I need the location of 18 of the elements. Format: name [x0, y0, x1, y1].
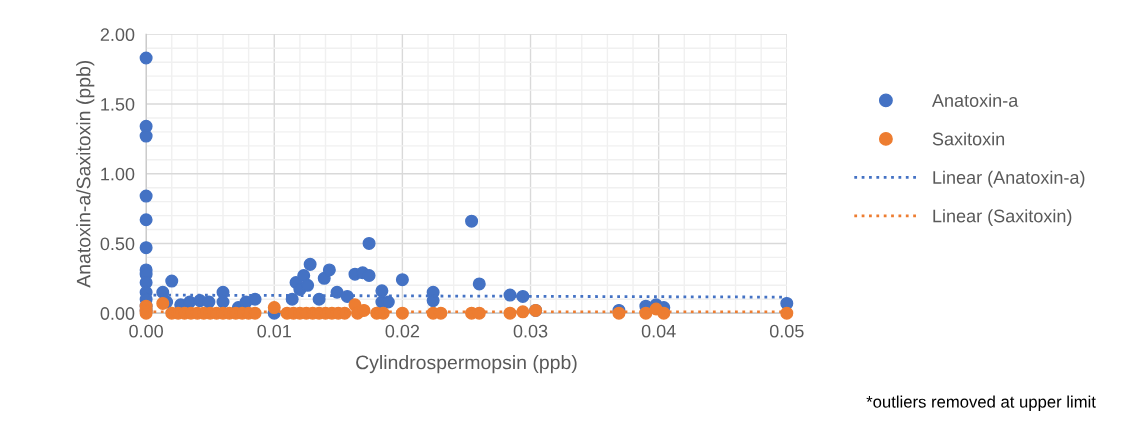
legend-label: Saxitoxin: [932, 132, 1005, 146]
x-tick-label: 0.04: [641, 324, 676, 338]
y-axis-title: Anatoxin-a/Saxitoxin (ppb): [76, 60, 95, 288]
y-tick-label: 1.50: [101, 97, 135, 111]
text: *outliers removed at upper limit: [866, 395, 1096, 412]
x-tick-label: 0.01: [257, 324, 291, 338]
x-axis-title: Cylindrospermopsin (ppb): [356, 355, 577, 374]
x-tick-label: 0.00: [129, 324, 163, 338]
legend-label: Anatoxin-a: [931, 93, 1019, 107]
y-tick-label: 0.00: [100, 307, 135, 320]
x-tick-label: 0.05: [769, 324, 804, 338]
x-tick-label: 0.02: [385, 324, 420, 338]
y-tick-label: 0.50: [100, 237, 135, 251]
y-tick-label: 2.00: [100, 28, 135, 42]
legend-label: Linear (Saxitoxin): [933, 209, 1072, 226]
legend-label: Linear (Anatoxin-a): [933, 170, 1085, 188]
y-tick-label: 1.00: [101, 167, 135, 181]
x-tick-label: 0.03: [513, 324, 548, 338]
